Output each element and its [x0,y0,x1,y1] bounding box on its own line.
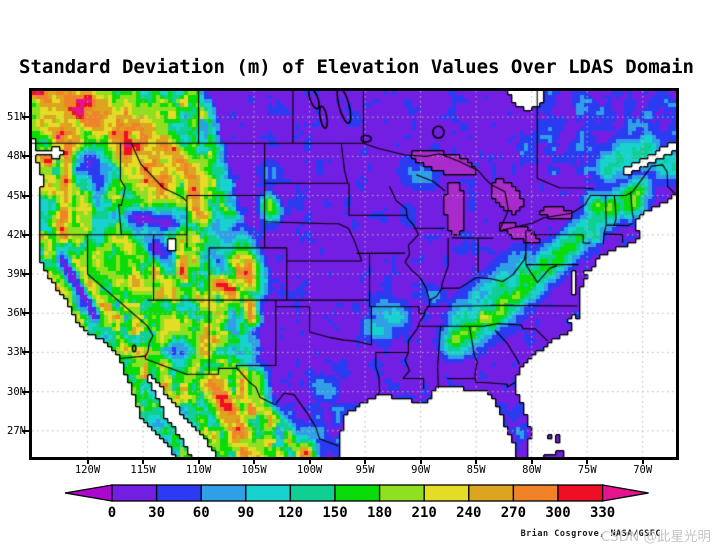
x-axis-label-90W: 90W [411,464,431,476]
colorbar-segment-180 [378,484,425,502]
colorbar-segment-240 [468,484,515,502]
credit-text: Brian Cosgrove, NASA/GSFC [520,529,661,539]
page-title: Standard Deviation (m) of Elevation Valu… [19,56,694,78]
x-axis-tick [641,458,644,464]
x-axis-label-75W: 75W [577,464,597,476]
x-axis-label-100W: 100W [296,464,323,476]
x-axis-label-95W: 95W [355,464,375,476]
y-axis-label-48N: 48N [7,150,26,163]
colorbar-segment-60 [200,484,247,502]
colorbar-level-label: 210 [412,505,437,521]
colorbar-level-label: 180 [367,505,392,521]
colorbar-level-label: 150 [322,505,347,521]
colorbar-level-label: 240 [456,505,481,521]
colorbar-segment-0 [111,484,158,502]
x-axis-label-120W: 120W [74,464,101,476]
y-axis-tick [22,312,29,315]
colorbar-level-label: 330 [590,505,615,521]
colorbar-segment-210 [423,484,470,502]
x-axis-tick [253,458,256,464]
x-axis-tick [419,458,422,464]
x-axis-tick [308,458,311,464]
x-axis-tick [530,458,533,464]
y-axis-label-36N: 36N [7,307,26,320]
x-axis-label-110W: 110W [185,464,212,476]
map-frame [29,88,679,460]
x-axis-tick [142,458,145,464]
y-axis-tick [22,155,29,158]
x-axis-tick [475,458,478,464]
y-axis-tick [22,233,29,236]
colorbar-level-label: 0 [108,505,116,521]
x-axis-tick [364,458,367,464]
colorbar-segment-30 [155,484,202,502]
colorbar-arrow-left [64,484,113,502]
y-axis-label-27N: 27N [7,424,26,437]
colorbar-level-label: 270 [501,505,526,521]
y-axis-label-30N: 30N [7,385,26,398]
colorbar-arrow-right [601,484,649,502]
colorbar-level-label: 300 [545,505,570,521]
colorbar-level-label: 90 [237,505,254,521]
colorbar-segment-150 [334,484,381,502]
y-axis-tick [22,273,29,275]
colorbar: 0 30 60 90 120 150 180 210 240 270 300 330 [64,484,649,521]
y-axis-tick [22,116,29,119]
y-axis-tick [22,194,29,197]
y-axis-label-42N: 42N [7,228,26,241]
x-axis-tick [586,458,589,464]
colorbar-level-label: 60 [193,505,210,521]
x-axis-label-70W: 70W [633,464,653,476]
colorbar-segment-90 [245,484,292,502]
x-axis-label-105W: 105W [241,464,267,476]
colorbar-level-label: 30 [148,505,165,521]
x-axis-label-85W: 85W [466,464,486,476]
y-axis-tick [22,429,29,432]
x-axis-tick [86,458,89,464]
elevation-stddev-map [32,91,676,457]
colorbar-segment-270 [512,484,559,502]
x-axis-tick [197,458,200,464]
y-axis-label-33N: 33N [7,346,26,359]
colorbar-segment-120 [289,484,336,502]
y-axis-label-39N: 39N [7,268,26,280]
x-axis-label-115W: 115W [130,464,156,476]
y-axis-tick [22,390,29,393]
colorbar-segment-300 [557,484,604,502]
watermark-text: CSDN @此星光明 [600,529,711,545]
y-axis-label-45N: 45N [7,189,26,202]
y-axis-label-51N: 51N [7,111,26,124]
colorbar-level-label: 120 [278,505,303,521]
y-axis-tick [22,351,29,354]
x-axis-label-80W: 80W [522,464,542,476]
